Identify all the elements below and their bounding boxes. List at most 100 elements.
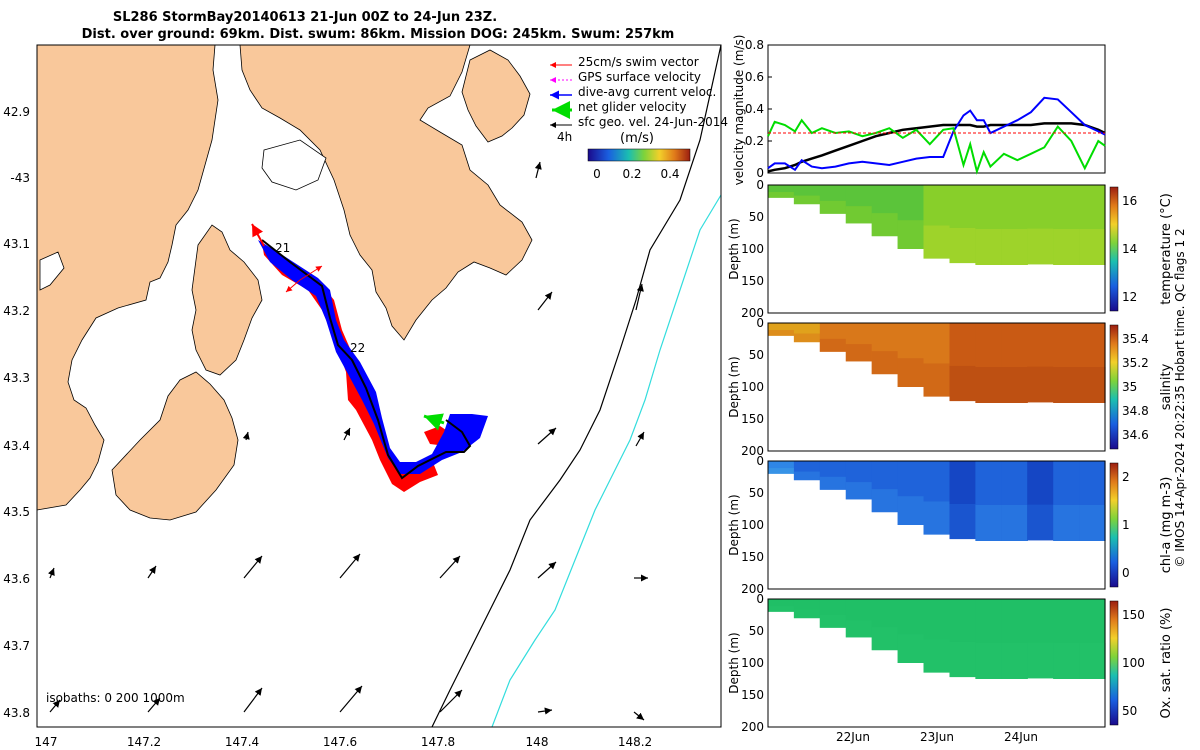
section-band (768, 468, 795, 474)
geo-vel-arrow (439, 689, 463, 713)
section-band (793, 609, 821, 619)
depth-tick-label: 150 (741, 412, 764, 426)
velocity-series-line (767, 118, 1106, 175)
section-band (923, 501, 950, 535)
geo-vel-arrow (47, 567, 55, 579)
geo-vel-arrow (243, 555, 263, 579)
section-band (897, 220, 925, 249)
section-band (871, 213, 899, 237)
colorbar-tick-label: 0 (1122, 566, 1130, 580)
section-colorbar (1109, 462, 1119, 588)
colorbar-label: temperature (°C) (1159, 193, 1174, 305)
colorbar-tick-label: 14 (1122, 242, 1137, 256)
colorbar-tick-label: 35.2 (1122, 356, 1149, 370)
section-band (871, 489, 899, 513)
velocity-y-label: velocity magnitude (m/s) (732, 35, 746, 186)
colorbar-tick-label: 2 (1122, 470, 1130, 484)
section-band (897, 634, 925, 663)
section-frame (767, 460, 1106, 590)
depth-axis-label: Depth (m) (727, 356, 741, 417)
velocity-y-tick-label: 0.6 (745, 70, 764, 84)
geo-vel-arrow (537, 707, 553, 715)
isobath-1000m (491, 194, 721, 727)
section-band (1079, 367, 1106, 403)
section-band (819, 614, 847, 628)
depth-tick-label: 0 (756, 316, 764, 330)
section-band (1027, 642, 1054, 679)
depth-tick-label: 150 (741, 550, 764, 564)
section-band (923, 225, 950, 259)
colorbar-label: Ox. sat. ratio (%) (1159, 608, 1174, 719)
colorbar-tick-label: 16 (1122, 194, 1137, 208)
depth-axis-label: Depth (m) (727, 218, 741, 279)
geo-vel-arrow (49, 699, 61, 713)
section-band (1027, 504, 1054, 541)
geo-vel-arrow (339, 685, 363, 713)
colorbar-tick-label: 12 (1122, 290, 1137, 304)
section-frame (767, 322, 1106, 452)
section-band (819, 338, 847, 352)
x-tick-label: 148.2 (618, 735, 652, 749)
land-masses (37, 45, 533, 521)
track-path-line (261, 239, 472, 480)
geo-vel-arrow (635, 431, 645, 447)
section-band (793, 471, 821, 481)
land-north-island (239, 45, 533, 341)
depth-tick-label: 150 (741, 274, 764, 288)
geo-vel-arrow (343, 427, 351, 441)
y-tick-label: 42.9 (3, 105, 30, 119)
velocity-y-tick-label: 0.4 (745, 102, 764, 116)
section-band (949, 227, 976, 264)
depth-tick-label: 0 (756, 178, 764, 192)
y-tick-label: 43.1 (3, 237, 30, 251)
velocity-y-ticks: 0 0.2 0.4 0.6 0.8 (745, 38, 772, 180)
track-label-22: 22 (350, 341, 365, 355)
swim-vector-arrow (285, 279, 301, 293)
geo-vel-arrow (439, 555, 461, 579)
geo-vel-arrow (534, 161, 542, 179)
geo-vel-arrow (635, 283, 644, 311)
section-band (975, 367, 1002, 403)
depth-tick-label: 200 (741, 306, 764, 320)
section-band (1053, 643, 1080, 679)
time-tick-label: 22Jun (836, 730, 870, 744)
legend-item-label: dive-avg current veloc. (578, 85, 716, 99)
depth-tick-label: 200 (741, 582, 764, 596)
section-frame (767, 598, 1106, 728)
section-band (871, 351, 899, 375)
section-band (819, 200, 847, 214)
section-band (793, 333, 821, 343)
section-band (923, 363, 950, 397)
y-tick-label: 43.5 (3, 505, 30, 519)
scale-label: 4h (557, 130, 572, 144)
colorbar-tick-label: 100 (1122, 656, 1145, 670)
depth-tick-label: 50 (749, 486, 764, 500)
legend-item-label: sfc geo. vel. 24-Jun-2014 (578, 115, 728, 129)
section-panel: 0 50 100 150 200 Depth (m) 16 14 12 temperature (… (727, 178, 1174, 320)
section-band (975, 229, 1002, 265)
section-band (1079, 229, 1106, 265)
velocity-y-tick-label: 0 (756, 166, 764, 180)
section-band (845, 620, 873, 638)
depth-tick-label: 150 (741, 688, 764, 702)
colorbar-tick-label: 1 (1122, 518, 1130, 532)
depth-tick-label: 100 (741, 656, 764, 670)
speed-colorbar-unit: (m/s) (620, 131, 654, 146)
chart-title-line1: SL286 StormBay20140613 21-Jun 00Z to 24-… (113, 10, 497, 25)
speed-colorbar (587, 148, 691, 162)
velocity-series-line (767, 96, 1106, 172)
credit-text: © IMOS 14-Apr-2024 20:22:35 Hobart time.… (1173, 228, 1187, 567)
depth-axis-label: Depth (m) (727, 494, 741, 555)
time-tick-label: 23Jun (920, 730, 954, 744)
x-tick-label: 147.4 (225, 735, 259, 749)
section-band (1027, 366, 1054, 403)
section-band (897, 496, 925, 525)
speed-colorbar-tick: 0.4 (660, 167, 679, 181)
section-panel: 0 50 100 150 200 Depth (m) 2 1 0 chl-a (mg m-3) (727, 454, 1174, 596)
x-tick-label: 148 (526, 735, 549, 749)
colorbar-tick-label: 35 (1122, 380, 1137, 394)
velocity-y-tick-label: 0.2 (745, 134, 764, 148)
colorbar-tick-label: 34.6 (1122, 428, 1149, 442)
section-band (845, 482, 873, 500)
geo-vel-arrow (242, 431, 250, 441)
